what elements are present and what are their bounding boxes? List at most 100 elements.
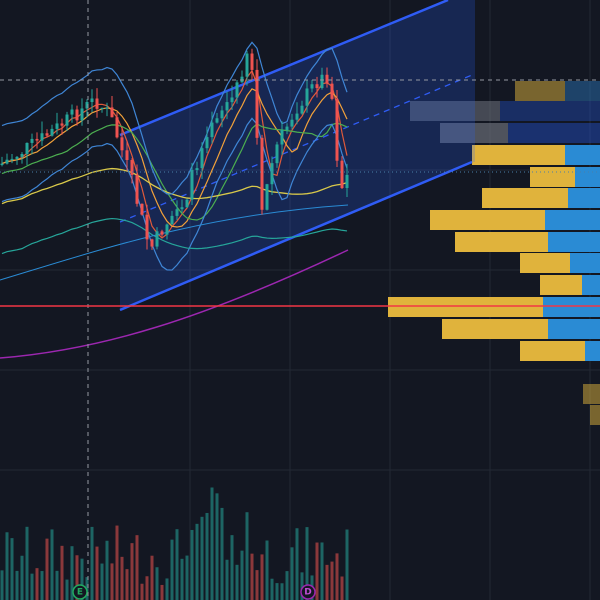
indicator-line	[1, 167, 348, 205]
channel-fill	[120, 0, 475, 310]
volume-bar	[335, 553, 339, 600]
candle-body	[120, 137, 124, 151]
candle-body	[280, 130, 284, 145]
candle-body	[80, 108, 84, 121]
volume-bar	[120, 556, 124, 600]
candle-body	[335, 98, 339, 161]
candle-body	[295, 113, 299, 120]
candle-body	[145, 214, 149, 240]
candle-body	[270, 163, 274, 185]
volume-bar	[305, 527, 309, 600]
candle-body	[215, 118, 219, 123]
volume-bar	[180, 558, 184, 600]
profile-bar	[430, 210, 545, 230]
candle-body	[220, 110, 224, 119]
volume-bar	[170, 539, 174, 600]
volume-bars	[0, 487, 349, 600]
profile-bar	[508, 123, 600, 143]
candle-body	[70, 109, 74, 115]
volume-bar	[320, 542, 324, 600]
candle-body	[55, 123, 59, 129]
indicator-line	[0, 249, 349, 359]
candle-body	[160, 231, 164, 235]
volume-bar	[90, 526, 94, 600]
profile-bar	[388, 297, 543, 317]
candle-body	[150, 239, 154, 247]
profile-bar	[548, 319, 600, 339]
candle-body	[255, 69, 259, 138]
profile-bar	[570, 253, 600, 273]
candles	[0, 48, 349, 250]
volume-bar	[20, 555, 24, 600]
volume-bar	[245, 512, 249, 600]
volume-bar	[175, 529, 179, 600]
volume-bar	[10, 538, 14, 600]
candle-body	[45, 133, 49, 136]
volume-bar	[45, 538, 49, 600]
profile-bar	[482, 188, 568, 208]
channel-mid	[119, 74, 473, 223]
profile-bar	[440, 123, 508, 143]
volume-bar	[200, 516, 204, 600]
candle-body	[65, 114, 69, 126]
volume-bar	[40, 571, 44, 600]
volume-bar	[115, 525, 119, 600]
candle-body	[110, 107, 114, 118]
volume-bar	[290, 547, 294, 600]
volume-bar	[315, 542, 319, 600]
volume-profile	[388, 81, 600, 425]
volume-bar	[325, 564, 329, 600]
volume-bar	[15, 570, 19, 600]
profile-bar	[582, 275, 600, 295]
profile-bar	[410, 101, 500, 121]
indicator-line	[1, 122, 348, 221]
marker-d[interactable]	[300, 584, 316, 600]
profile-bar	[565, 145, 600, 165]
candle-body	[10, 158, 14, 160]
candle-body	[60, 123, 64, 126]
volume-bar	[345, 529, 349, 600]
indicators	[0, 41, 349, 359]
profile-bar	[575, 167, 600, 187]
volume-bar	[205, 512, 209, 600]
indicator-line	[1, 41, 348, 195]
profile-bar	[543, 297, 600, 317]
volume-bar	[285, 571, 289, 600]
profile-bar	[568, 188, 600, 208]
candle-body	[245, 53, 249, 77]
volume-bar	[155, 567, 159, 600]
volume-bar	[110, 563, 114, 600]
candle-body	[105, 107, 109, 109]
profile-bar	[540, 275, 582, 295]
volume-bar	[185, 555, 189, 600]
marker-label: D	[304, 588, 311, 598]
volume-bar	[145, 576, 149, 600]
candle-body	[210, 122, 214, 138]
candle-body	[15, 156, 19, 159]
candle-body	[85, 102, 89, 109]
profile-bar	[500, 101, 600, 121]
candle-body	[25, 142, 29, 155]
candle-body	[330, 83, 334, 99]
volume-bar	[130, 543, 134, 600]
candle-body	[275, 144, 279, 164]
volume-bar	[280, 583, 284, 600]
volume-bar	[255, 570, 259, 600]
candle-body	[235, 82, 239, 98]
candle-body	[20, 154, 24, 157]
volume-bar	[70, 546, 74, 600]
candle-body	[90, 98, 94, 103]
volume-bar	[190, 529, 194, 600]
marker-e[interactable]	[72, 584, 88, 600]
volume-bar	[80, 558, 84, 600]
volume-bar	[35, 568, 39, 600]
candle-body	[165, 224, 169, 235]
profile-bar	[520, 253, 570, 273]
candle-body	[195, 168, 199, 171]
volume-bar	[100, 563, 104, 600]
profile-bar	[515, 81, 565, 101]
volume-bar	[150, 555, 154, 600]
candle-body	[250, 53, 254, 70]
candle-body	[125, 150, 129, 161]
